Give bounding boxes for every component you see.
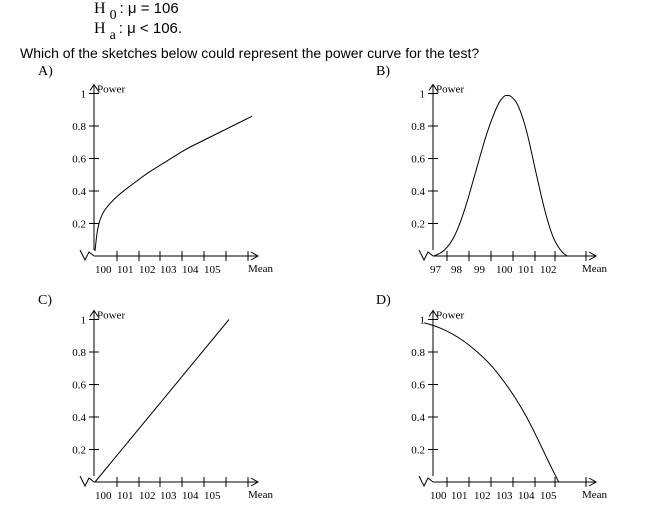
- h0-subscript: 0: [109, 8, 117, 23]
- chart-c-y-tick-label: 1: [81, 315, 87, 327]
- chart-c-y-tick-label: 0.2: [72, 445, 86, 457]
- chart-d-x-tick-label: 102: [474, 490, 491, 502]
- chart-d-y-tick-label: 1: [420, 315, 426, 327]
- chart-d-y-tick-label: 0.2: [411, 445, 425, 457]
- chart-c-power-curve: [94, 319, 230, 483]
- chart-d-power-curve: [423, 322, 560, 483]
- chart-a-y-tick-label: 0.2: [72, 219, 86, 231]
- chart-b-x-axis-arrow: [588, 251, 598, 261]
- chart-b-x-tick-label: 102: [540, 264, 557, 276]
- chart-c-x-tick-label: 102: [139, 490, 156, 502]
- chart-b-x-tick-label: 100: [496, 264, 513, 276]
- option-a-label: A): [38, 64, 53, 79]
- chart-a-x-axis-arrow: [250, 251, 260, 261]
- chart-a-x-label: Mean: [248, 263, 274, 275]
- chart-d-x-tick-label: 103: [496, 490, 513, 502]
- chart-a-y-tick-label: 0.4: [72, 186, 86, 198]
- chart-d-y-tick-label: 0.6: [411, 380, 425, 392]
- chart-a-x-tick-label: 105: [204, 264, 221, 276]
- chart-d-x-tick-label: 100: [430, 490, 447, 502]
- chart-a-y-axis-arrow: [89, 83, 99, 91]
- chart-c-x-tick-label: 105: [204, 490, 221, 502]
- chart-a-x-tick-label: 102: [139, 264, 156, 276]
- chart-b-x-tick-label: 97: [430, 264, 442, 276]
- chart-c-y-axis-arrow: [89, 309, 99, 317]
- chart-b-y-label: Power: [436, 84, 464, 96]
- chart-c-y-tick-label: 0.4: [72, 412, 86, 424]
- chart-b-power-curve: [433, 94, 568, 257]
- chart-a-power-curve: [94, 115, 253, 252]
- chart-a-y-tick-label: 0.6: [72, 154, 86, 166]
- ha-letter: H: [94, 20, 106, 37]
- chart-a-y-tick-label: 1: [81, 89, 87, 101]
- chart-b-x-tick-label: 99: [474, 264, 486, 276]
- chart-d-y-label: Power: [436, 310, 464, 322]
- chart-d-x-axis-arrow: [588, 477, 598, 487]
- chart-c-y-tick-label: 0.6: [72, 380, 86, 392]
- chart-a-x-tick-label: 100: [95, 264, 112, 276]
- question-text: Which of the sketches below could repres…: [20, 45, 480, 61]
- chart-c-x-tick-label: 103: [160, 490, 177, 502]
- h0-text: : μ = 106: [119, 0, 179, 17]
- chart-b-x-tick-label: 98: [451, 264, 463, 276]
- h0-letter: H: [94, 0, 106, 17]
- option-b-label: B): [376, 64, 390, 79]
- chart-a-x-tick-label: 104: [182, 264, 199, 276]
- chart-d-y-tick-label: 0.8: [411, 347, 425, 359]
- chart-b-y-axis-arrow: [428, 83, 438, 91]
- chart-d-x-tick-label: 105: [540, 490, 557, 502]
- chart-a-y-tick-label: 0.8: [72, 121, 86, 133]
- chart-c-y-label: Power: [97, 310, 125, 322]
- option-d-label: D): [376, 293, 391, 308]
- chart-a-x-tick-label: 101: [117, 264, 134, 276]
- chart-c-x-tick-label: 100: [95, 490, 112, 502]
- ha-subscript: a: [109, 28, 116, 43]
- chart-b-y-tick-label: 0.8: [411, 121, 425, 133]
- chart-d-x-tick-label: 101: [451, 490, 468, 502]
- chart-a-x-tick-label: 103: [160, 264, 177, 276]
- chart-c-x-axis-arrow: [250, 477, 260, 487]
- chart-d-x-label: Mean: [582, 489, 608, 501]
- chart-c-y-tick-label: 0.8: [72, 347, 86, 359]
- chart-a-axis-break: [79, 249, 95, 262]
- chart-c-x-label: Mean: [248, 489, 274, 501]
- chart-d-x-tick-label: 104: [518, 490, 535, 502]
- chart-d-y-tick-label: 0.4: [411, 412, 425, 424]
- chart-b-x-tick-label: 101: [518, 264, 535, 276]
- chart-c-axis-break: [79, 475, 95, 488]
- chart-d-axis-break: [418, 475, 434, 488]
- ha-text: : μ < 106.: [118, 20, 183, 37]
- chart-c-x-tick-label: 101: [117, 490, 134, 502]
- chart-b-axis-break: [418, 249, 434, 262]
- chart-b-y-tick-label: 0.2: [411, 219, 425, 231]
- chart-b-y-tick-label: 0.4: [411, 186, 425, 198]
- option-c-label: C): [38, 293, 52, 308]
- chart-d-y-axis-arrow: [428, 309, 438, 317]
- chart-a-y-label: Power: [97, 84, 125, 96]
- chart-b-y-tick-label: 1: [420, 89, 426, 101]
- chart-b-y-tick-label: 0.6: [411, 154, 425, 166]
- chart-c-x-tick-label: 104: [182, 490, 199, 502]
- chart-b-x-label: Mean: [582, 263, 608, 275]
